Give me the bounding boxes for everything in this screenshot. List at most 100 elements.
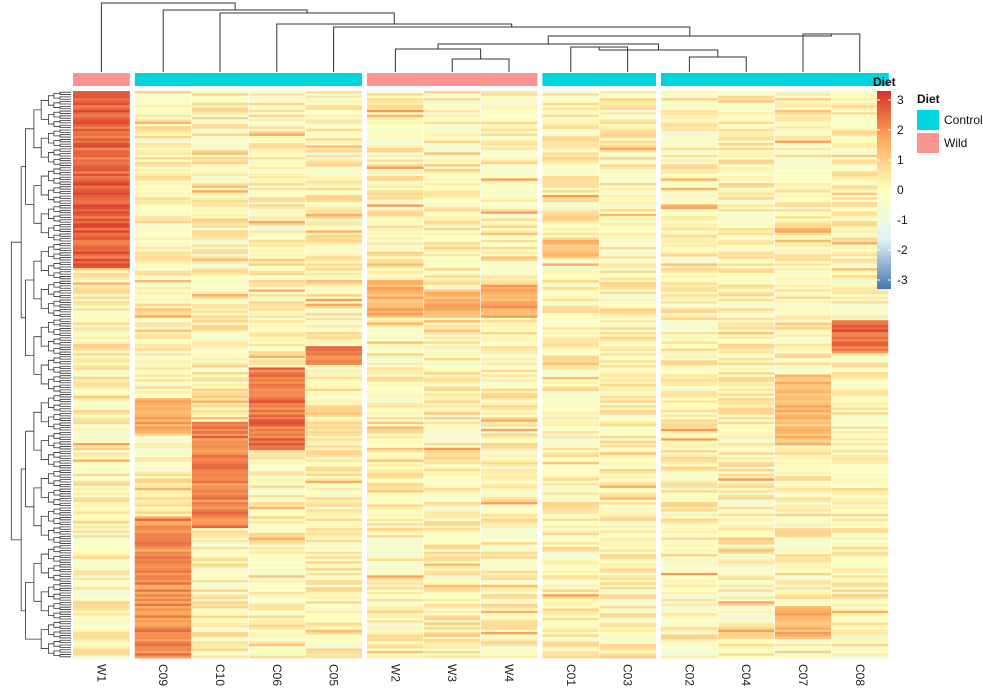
heatmap-cell	[423, 334, 481, 338]
heatmap-cell	[774, 554, 832, 557]
heatmap-cell	[134, 376, 192, 380]
heatmap-cell	[248, 147, 306, 151]
heatmap-cell	[717, 476, 775, 479]
heatmap-cell	[542, 653, 600, 656]
heatmap-cell	[831, 632, 889, 635]
row-dendrogram-link	[40, 137, 49, 158]
heatmap-cell	[73, 105, 130, 108]
heatmap-cell	[831, 343, 889, 347]
heatmap-cell	[305, 613, 362, 616]
heatmap-cell	[134, 409, 192, 413]
heatmap-cell	[305, 433, 362, 437]
row-dendrogram-link	[59, 153, 71, 157]
heatmap-cell	[542, 150, 600, 153]
heatmap-cell	[73, 272, 130, 276]
heatmap-cell	[305, 407, 362, 411]
heatmap-cell	[774, 197, 832, 201]
heatmap-cell	[480, 565, 538, 569]
heatmap-cell	[717, 268, 775, 271]
heatmap-cell	[191, 164, 249, 167]
heatmap-cell	[831, 298, 889, 302]
heatmap-cell	[480, 235, 538, 238]
heatmap-cell	[134, 492, 192, 496]
heatmap-cell	[599, 185, 656, 189]
heatmap-cell	[661, 471, 718, 475]
heatmap-cell	[191, 400, 249, 404]
heatmap-cell	[542, 551, 600, 555]
heatmap-cell	[134, 584, 192, 588]
heatmap-cell	[717, 173, 775, 177]
heatmap-cell	[774, 568, 832, 571]
heatmap-cell	[717, 544, 775, 548]
heatmap-cell	[774, 641, 832, 645]
heatmap-cell	[248, 466, 306, 470]
heatmap-cell	[717, 490, 775, 493]
heatmap-cell	[423, 296, 481, 300]
heatmap-cell	[661, 648, 718, 652]
heatmap-cell	[542, 317, 600, 321]
heatmap-cell	[305, 546, 362, 550]
heatmap-cell	[367, 398, 424, 401]
row-dendrogram-link	[59, 351, 71, 355]
heatmap-cell	[423, 485, 481, 489]
heatmap-cell	[480, 445, 538, 449]
heatmap-cell	[248, 213, 306, 217]
heatmap-cell	[831, 147, 889, 151]
row-dendrogram-link	[40, 553, 49, 574]
heatmap-cell	[774, 180, 832, 184]
heatmap-cell	[661, 646, 718, 649]
heatmap-cell	[73, 537, 130, 541]
heatmap-cell	[831, 613, 889, 616]
heatmap-cell	[367, 386, 424, 390]
heatmap-cell	[774, 142, 832, 146]
heatmap-cell	[423, 572, 481, 576]
heatmap-cell	[599, 516, 656, 519]
heatmap-cell	[599, 542, 656, 545]
row-dendrogram-link	[59, 167, 71, 171]
heatmap-cell	[305, 298, 362, 302]
annotation-cell-control	[542, 73, 600, 86]
heatmap-cell	[831, 601, 889, 605]
heatmap-cell	[831, 417, 889, 420]
heatmap-cell	[191, 334, 249, 338]
heatmap-cell	[661, 580, 718, 583]
heatmap-cell	[191, 135, 249, 139]
heatmap-cell	[134, 173, 192, 177]
heatmap-cell	[73, 407, 130, 411]
heatmap-cell	[542, 554, 600, 557]
row-dendrogram-link	[59, 148, 71, 152]
heatmap-cell	[831, 206, 889, 210]
heatmap-cell	[717, 480, 775, 484]
heatmap-cell	[831, 572, 889, 576]
heatmap-cell	[73, 544, 130, 548]
heatmap-cell	[134, 405, 192, 408]
heatmap-cell	[248, 542, 306, 545]
heatmap-cell	[191, 150, 249, 153]
heatmap-cell	[248, 140, 306, 144]
heatmap-cell	[831, 216, 889, 219]
row-dendrogram-link	[59, 611, 71, 615]
heatmap-cell	[305, 388, 362, 392]
heatmap-cell	[599, 485, 656, 489]
heatmap-cell	[717, 632, 775, 635]
heatmap-cell	[423, 228, 481, 231]
row-dendrogram-link	[48, 303, 54, 314]
heatmap-cell	[248, 480, 306, 484]
heatmap-cell	[831, 608, 889, 612]
row-dendrogram-link	[59, 545, 71, 549]
heatmap-cell	[191, 296, 249, 300]
heatmap-cell	[73, 372, 130, 375]
heatmap-cell	[305, 421, 362, 425]
heatmap-cell	[305, 374, 362, 378]
heatmap-cell	[134, 357, 192, 361]
heatmap-cell	[542, 232, 600, 236]
heatmap-cell	[73, 558, 130, 562]
heatmap-cell	[134, 138, 192, 141]
row-dendrogram-link	[59, 573, 71, 577]
heatmap-cell	[134, 530, 192, 534]
heatmap-cell	[305, 171, 362, 175]
heatmap-cell	[134, 327, 192, 330]
heatmap-cell	[717, 568, 775, 571]
heatmap-cell	[661, 610, 718, 614]
heatmap-cell	[191, 622, 249, 626]
